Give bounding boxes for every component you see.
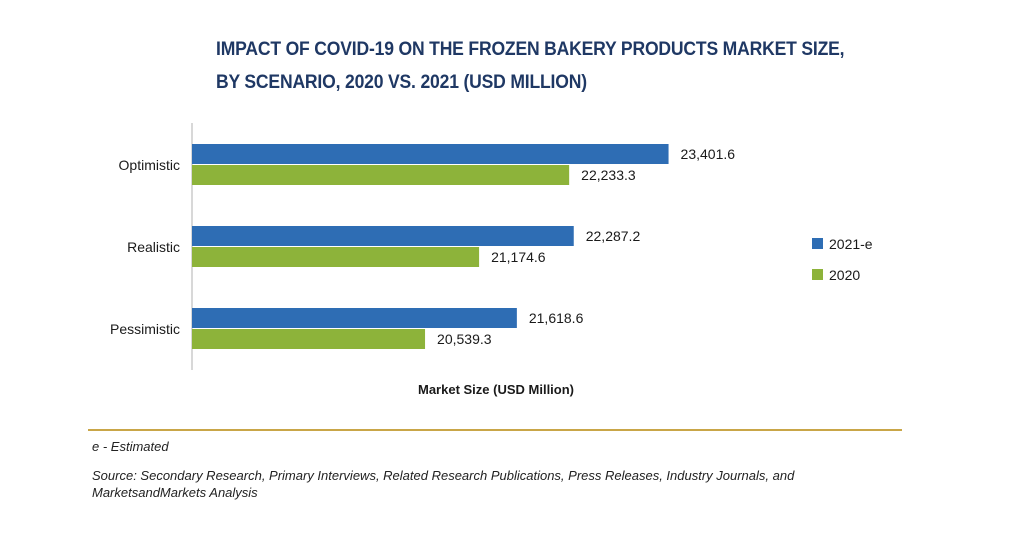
- category-label: Pessimistic: [110, 321, 180, 337]
- chart-title-line-2: BY SCENARIO, 2020 VS. 2021 (USD MILLION): [216, 71, 587, 93]
- chart-title-line-1: IMPACT OF COVID-19 ON THE FROZEN BAKERY …: [216, 38, 845, 60]
- data-label: 22,233.3: [581, 167, 636, 183]
- data-label: 21,174.6: [491, 249, 546, 265]
- source-note: Source: Secondary Research, Primary Inte…: [92, 468, 795, 500]
- legend-label: 2021-e: [829, 236, 873, 252]
- bar-series-1: [192, 308, 517, 328]
- legend-swatch: [812, 269, 823, 280]
- chart-title: IMPACT OF COVID-19 ON THE FROZEN BAKERY …: [216, 33, 864, 99]
- divider-rule: [88, 429, 902, 431]
- bar-series-2: [192, 165, 570, 185]
- category-label: Optimistic: [119, 157, 180, 173]
- category-label: Realistic: [127, 239, 180, 255]
- data-label: 22,287.2: [586, 228, 641, 244]
- data-label: 20,539.3: [437, 331, 492, 347]
- bar-series-1: [192, 144, 669, 164]
- bar-chart: Optimistic 23,401.6 22,233.3 Realistic 22,28…: [110, 123, 873, 397]
- legend-label: 2020: [829, 267, 860, 283]
- footnote: e - Estimated: [92, 439, 169, 454]
- data-label: 21,618.6: [529, 310, 584, 326]
- x-axis-label: Market Size (USD Million): [418, 382, 574, 397]
- bar-series-2: [192, 329, 426, 349]
- bar-series-1: [192, 226, 574, 246]
- legend-swatch: [812, 238, 823, 249]
- data-label: 23,401.6: [681, 146, 736, 162]
- bar-series-2: [192, 247, 480, 267]
